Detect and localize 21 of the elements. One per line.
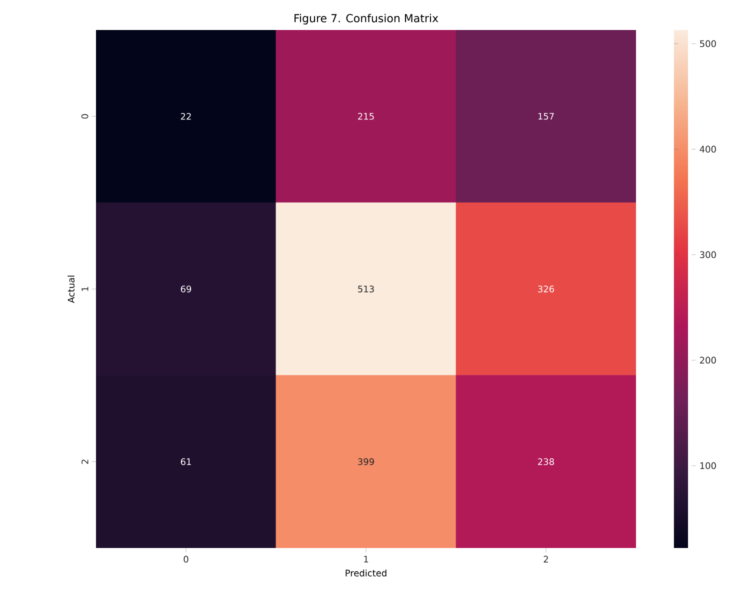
y-axis-title: Actual <box>68 276 75 304</box>
color-bar-label: 100 <box>700 462 716 470</box>
color-bar-label: 400 <box>700 146 716 153</box>
y-tick-label: 1 <box>82 286 88 291</box>
data-label: 22 <box>180 113 191 120</box>
color-bar-label: 300 <box>700 251 716 258</box>
data-label: 238 <box>538 458 554 466</box>
x-tick-label: 2 <box>544 556 548 562</box>
x-axis-title: Predicted <box>346 569 386 576</box>
data-label: 69 <box>180 286 192 292</box>
data-label: 61 <box>180 458 191 466</box>
chart-title: Figure 7. Confusion Matrix <box>294 14 438 24</box>
x-tick-label: 1 <box>364 556 368 562</box>
data-label: 326 <box>538 286 554 292</box>
color-bar-label: 200 <box>700 356 716 364</box>
data-label: 399 <box>358 458 374 466</box>
y-tick-label: 2 <box>82 460 88 464</box>
y-tick-label: 0 <box>81 114 88 119</box>
x-tick-label: 0 <box>184 556 188 563</box>
data-label: 513 <box>358 286 374 292</box>
color-bar-label: 500 <box>700 40 716 48</box>
